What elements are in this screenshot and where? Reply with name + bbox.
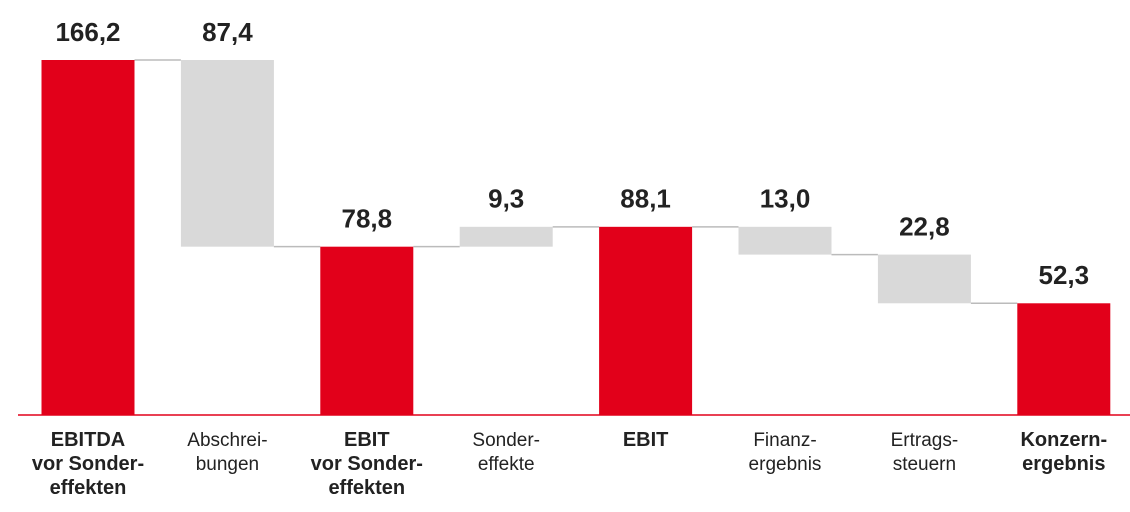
bar [180, 60, 274, 247]
bar [459, 226, 553, 247]
x-tick-line: Ertrags- [891, 430, 959, 451]
x-tick-label: Konzern-ergebnis [1020, 429, 1107, 475]
x-tick-label: EBIT [623, 429, 669, 451]
value-label: 52,3 [1038, 260, 1089, 290]
x-tick-line: effekten [328, 477, 405, 499]
bar [320, 246, 414, 415]
bar [738, 226, 832, 255]
bar [41, 60, 135, 415]
x-tick-line: bungen [196, 454, 259, 475]
value-label: 13,0 [760, 184, 811, 214]
x-tick-line: EBIT [344, 429, 390, 451]
value-label: 22,8 [899, 211, 950, 241]
x-tick-line: Konzern- [1020, 429, 1107, 451]
x-tick-line: EBITDA [51, 429, 125, 451]
x-tick-label: Finanz-ergebnis [749, 430, 822, 475]
x-tick-label: EBITDA vor Sonder-effekten [32, 429, 144, 499]
value-label: 166,2 [55, 17, 120, 47]
x-tick-line: Abschrei- [187, 430, 267, 451]
value-label: 78,8 [341, 204, 392, 234]
x-tick-label: EBIT vor Sonder-effekten [311, 429, 423, 499]
value-label: 88,1 [620, 184, 671, 214]
x-tick-line: ergebnis [749, 454, 822, 475]
bar [877, 254, 971, 304]
x-tick-line: ergebnis [1022, 453, 1105, 475]
x-tick-line: vor Sonder- [311, 453, 423, 475]
value-label: 87,4 [202, 17, 253, 47]
x-tick-label: Abschrei-bungen [187, 430, 267, 475]
x-tick-line: vor Sonder- [32, 453, 144, 475]
bar [1017, 303, 1111, 415]
x-tick-line: Sonder- [472, 430, 540, 451]
x-tick-label: Sonder-effekte [472, 430, 540, 475]
x-tick-line: Finanz- [753, 430, 816, 451]
bar [599, 226, 693, 415]
x-tick-line: EBIT [623, 429, 669, 451]
x-tick-line: steuern [893, 454, 956, 475]
x-tick-line: effekten [50, 477, 127, 499]
x-tick-line: effekte [478, 454, 535, 475]
value-label: 9,3 [488, 184, 524, 214]
x-tick-label: Ertrags-steuern [891, 430, 959, 475]
